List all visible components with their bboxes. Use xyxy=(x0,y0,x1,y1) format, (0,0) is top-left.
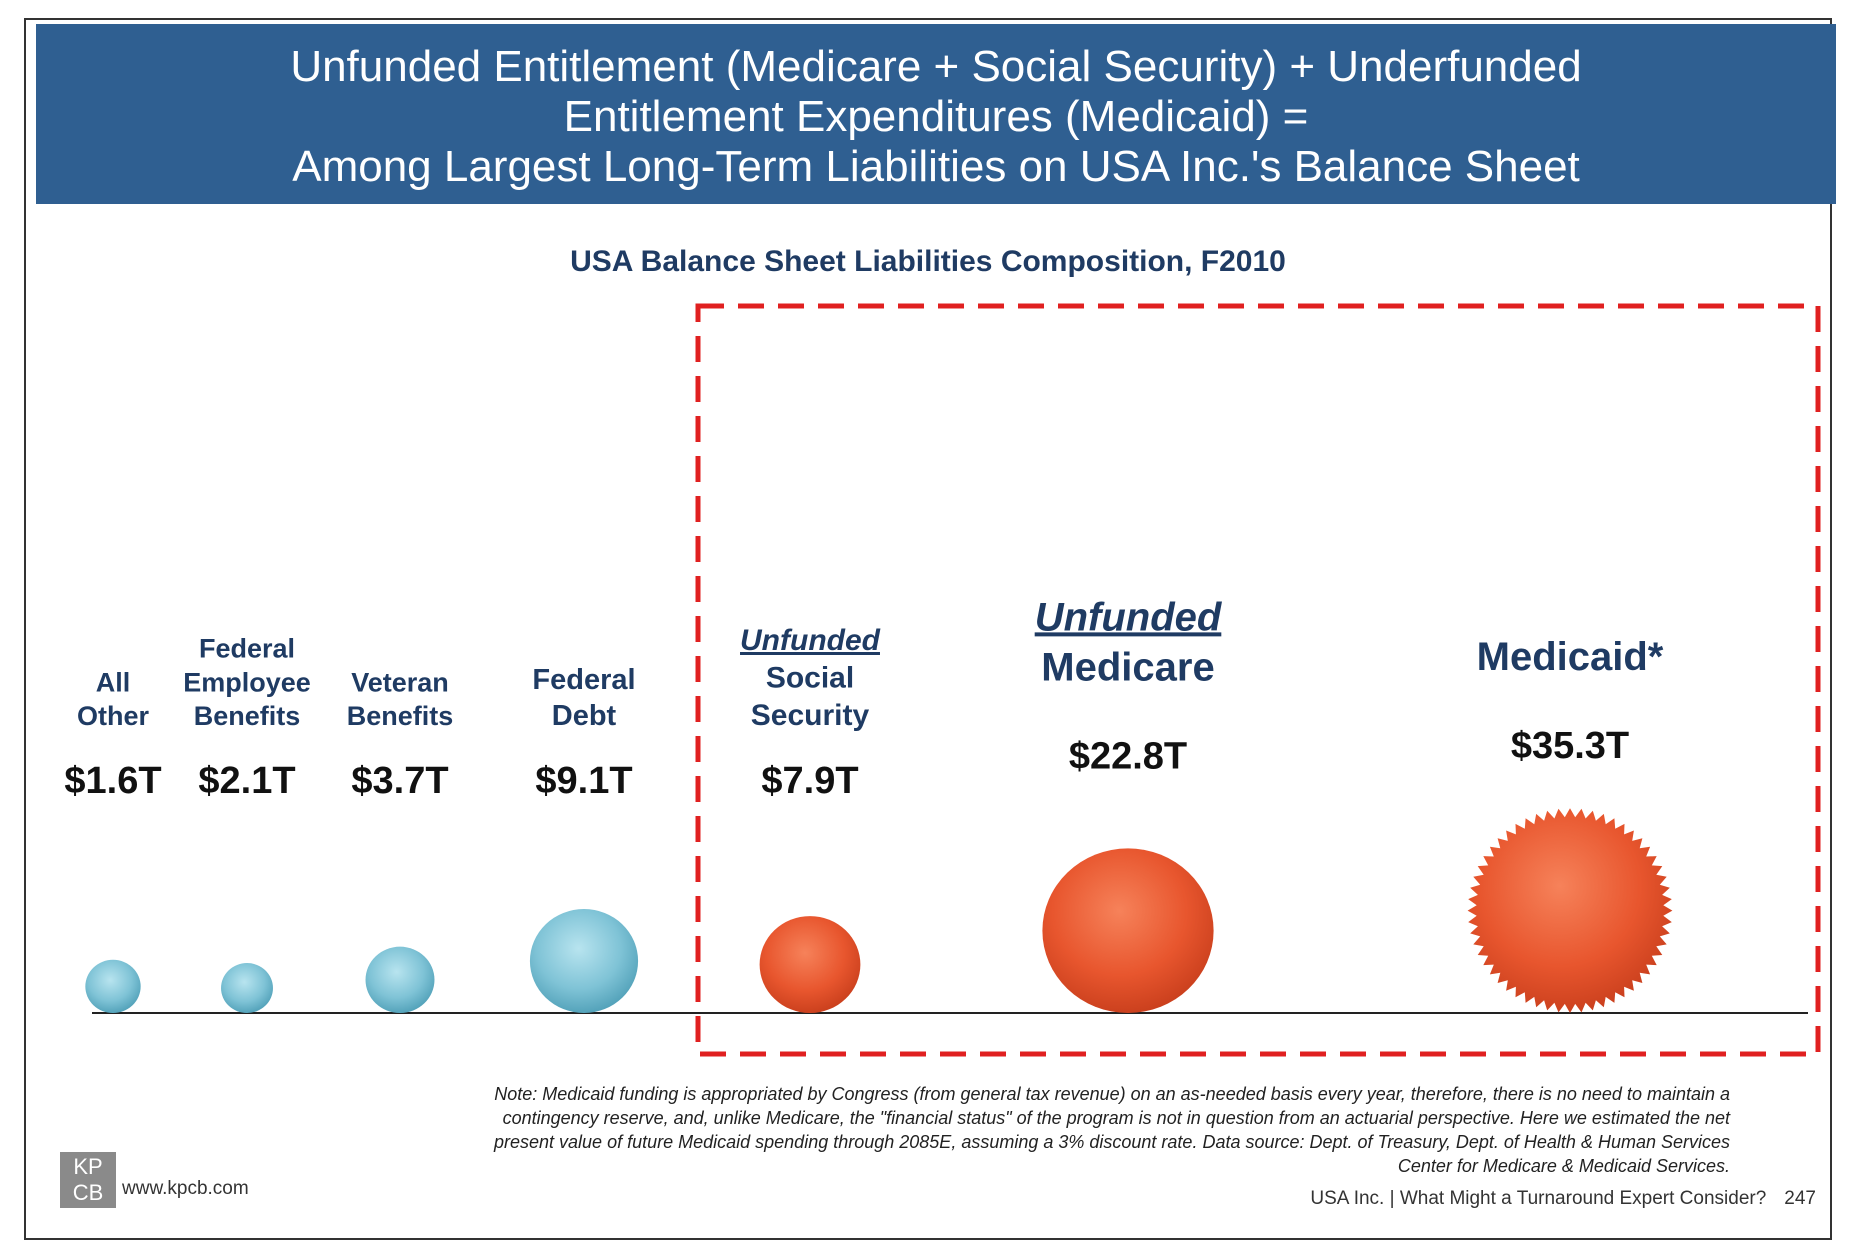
bubble-5 xyxy=(1042,848,1214,1013)
footnote: Note: Medicaid funding is appropriated b… xyxy=(494,1084,1730,1176)
title-line-2: Entitlement Expenditures (Medicaid) = xyxy=(563,92,1309,141)
title-banner: Unfunded Entitlement (Medicare + Social … xyxy=(36,24,1836,204)
category-label-1-0: Federal xyxy=(199,634,295,664)
category-label-5-0: Unfunded xyxy=(1035,595,1223,639)
entitlement-highlight-box xyxy=(695,303,1821,1057)
footer-source-line: USA Inc. | What Might a Turnaround Exper… xyxy=(1310,1188,1767,1209)
bubble-4 xyxy=(759,916,861,1013)
website-url[interactable]: www.kpcb.com xyxy=(122,1178,249,1199)
kpcb-logo: KP CB xyxy=(60,1152,116,1208)
category-label-5-1: Medicare xyxy=(1041,645,1214,689)
value-label-5: $22.8T xyxy=(1069,735,1187,777)
category-label-0-1: Other xyxy=(77,701,150,731)
bubble-1 xyxy=(221,963,273,1013)
bubble-6 xyxy=(1467,808,1673,1013)
slide: Unfunded Entitlement (Medicare + Social … xyxy=(24,18,1836,1240)
category-label-2-1: Benefits xyxy=(347,701,454,731)
bubble-0 xyxy=(85,959,141,1014)
category-label-3-0: Federal xyxy=(532,664,635,696)
category-label-1-1: Employee xyxy=(183,667,311,697)
chart-title: USA Balance Sheet Liabilities Compositio… xyxy=(570,245,1286,278)
value-label-1: $2.1T xyxy=(198,760,295,802)
category-label-1-2: Benefits xyxy=(194,701,301,731)
page-number: 247 xyxy=(1784,1188,1816,1209)
category-label-0-0: All xyxy=(96,667,131,697)
value-label-4: $7.9T xyxy=(761,760,858,802)
footer-source: USA Inc. | What Might a Turnaround Exper… xyxy=(1310,1188,1816,1210)
title-line-1: Unfunded Entitlement (Medicare + Social … xyxy=(290,42,1582,91)
bubble-2 xyxy=(365,946,435,1013)
category-label-4-0: Unfunded xyxy=(740,624,881,657)
category-label-4-1: Social xyxy=(766,662,854,695)
logo-text-top: KP xyxy=(73,1154,103,1179)
value-label-2: $3.7T xyxy=(351,760,448,802)
value-label-3: $9.1T xyxy=(535,760,632,802)
category-label-2-0: Veteran xyxy=(351,667,449,697)
category-label-4-2: Security xyxy=(751,699,870,732)
logo-text-bottom: CB xyxy=(72,1180,104,1205)
value-label-6: $35.3T xyxy=(1511,725,1629,767)
title-line-3: Among Largest Long-Term Liabilities on U… xyxy=(292,142,1580,191)
category-label-6-0: Medicaid* xyxy=(1477,635,1664,679)
bubble-3 xyxy=(529,909,639,1013)
value-label-0: $1.6T xyxy=(64,760,161,802)
category-label-3-1: Debt xyxy=(552,700,617,732)
